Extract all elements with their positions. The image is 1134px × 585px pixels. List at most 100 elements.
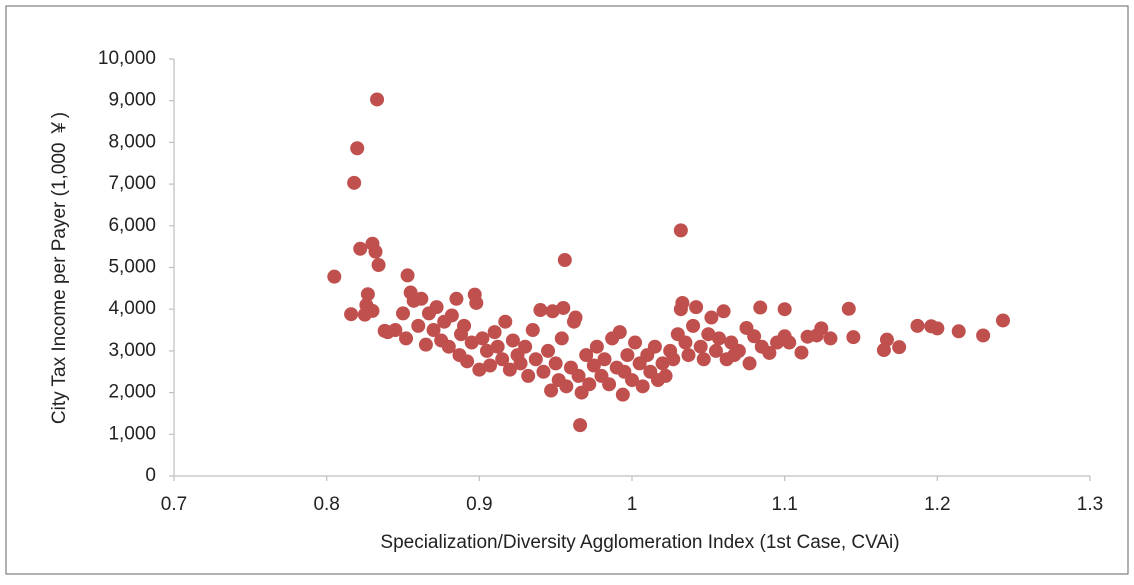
point	[533, 303, 548, 318]
point	[521, 368, 536, 383]
point	[495, 352, 510, 367]
point	[655, 356, 670, 371]
point	[823, 331, 838, 346]
point	[675, 295, 690, 310]
point	[490, 339, 505, 354]
point	[399, 331, 414, 346]
point	[396, 306, 410, 321]
point	[518, 339, 533, 354]
point	[460, 354, 475, 369]
point	[747, 329, 762, 344]
point	[647, 339, 662, 354]
point	[368, 244, 383, 259]
y-axis-label: City Tax Income per Payer (1,000 ￥)	[49, 112, 70, 424]
point	[762, 345, 777, 360]
point	[708, 343, 723, 358]
point	[951, 324, 966, 339]
point	[712, 331, 727, 346]
point	[568, 310, 583, 325]
point	[327, 269, 342, 284]
point	[753, 300, 768, 315]
point	[360, 287, 375, 302]
point	[686, 318, 701, 333]
point	[545, 304, 560, 319]
y-tick-label: 5,000	[108, 257, 156, 278]
point	[589, 339, 604, 354]
x-tick-label: 1.2	[924, 494, 950, 515]
point	[469, 295, 484, 310]
point	[353, 241, 368, 256]
chart-frame	[5, 5, 1129, 575]
point	[597, 352, 612, 367]
point	[464, 335, 479, 350]
point	[528, 352, 543, 367]
y-tick-label: 3,000	[108, 340, 156, 361]
y-tick-label: 1,000	[108, 423, 156, 444]
x-tick-label: 1	[627, 494, 638, 515]
point	[995, 313, 1010, 328]
point	[615, 387, 630, 402]
point	[554, 331, 569, 346]
point	[678, 335, 693, 350]
point	[487, 325, 502, 340]
point	[472, 362, 487, 377]
point	[612, 325, 627, 340]
point	[586, 358, 601, 373]
point	[344, 307, 359, 322]
point	[841, 301, 856, 316]
point	[573, 418, 588, 433]
point	[426, 323, 441, 338]
point	[704, 310, 719, 325]
point	[449, 291, 464, 306]
point	[673, 223, 688, 238]
point	[350, 141, 365, 156]
x-axis-label: Specialization/Diversity Agglomeration I…	[380, 532, 899, 553]
point	[910, 318, 925, 333]
point	[731, 343, 746, 358]
point	[479, 343, 494, 358]
point	[444, 308, 459, 323]
y-tick-label: 7,000	[108, 173, 156, 194]
point	[525, 323, 540, 338]
point	[502, 362, 517, 377]
x-tick-label: 1.1	[771, 494, 797, 515]
point	[371, 257, 386, 272]
point	[429, 300, 444, 315]
x-tick-label: 1.3	[1077, 494, 1103, 515]
point	[666, 352, 681, 367]
y-tick-label: 4,000	[108, 298, 156, 319]
point	[475, 331, 490, 346]
point	[681, 348, 696, 363]
point	[498, 314, 513, 329]
point	[689, 300, 704, 315]
point	[556, 300, 571, 315]
point	[388, 323, 403, 338]
point	[559, 379, 574, 394]
y-tick-label: 0	[145, 465, 156, 486]
x-tick-label: 0.8	[313, 494, 339, 515]
point	[777, 302, 792, 317]
point	[541, 343, 556, 358]
point	[976, 328, 991, 343]
y-tick-label: 8,000	[108, 131, 156, 152]
point	[602, 377, 617, 392]
point	[513, 356, 528, 371]
x-tick-label: 0.7	[161, 494, 187, 515]
point	[365, 303, 380, 318]
point	[782, 335, 797, 350]
point	[892, 340, 907, 355]
point	[625, 373, 639, 388]
y-tick-label: 10,000	[98, 48, 156, 69]
point	[879, 332, 894, 347]
point	[441, 339, 456, 354]
point	[347, 175, 362, 190]
point	[930, 321, 945, 336]
point	[457, 318, 472, 333]
point	[693, 339, 708, 354]
point	[548, 356, 563, 371]
point	[536, 364, 551, 379]
point	[505, 333, 520, 348]
point	[557, 252, 572, 267]
point	[418, 337, 433, 352]
